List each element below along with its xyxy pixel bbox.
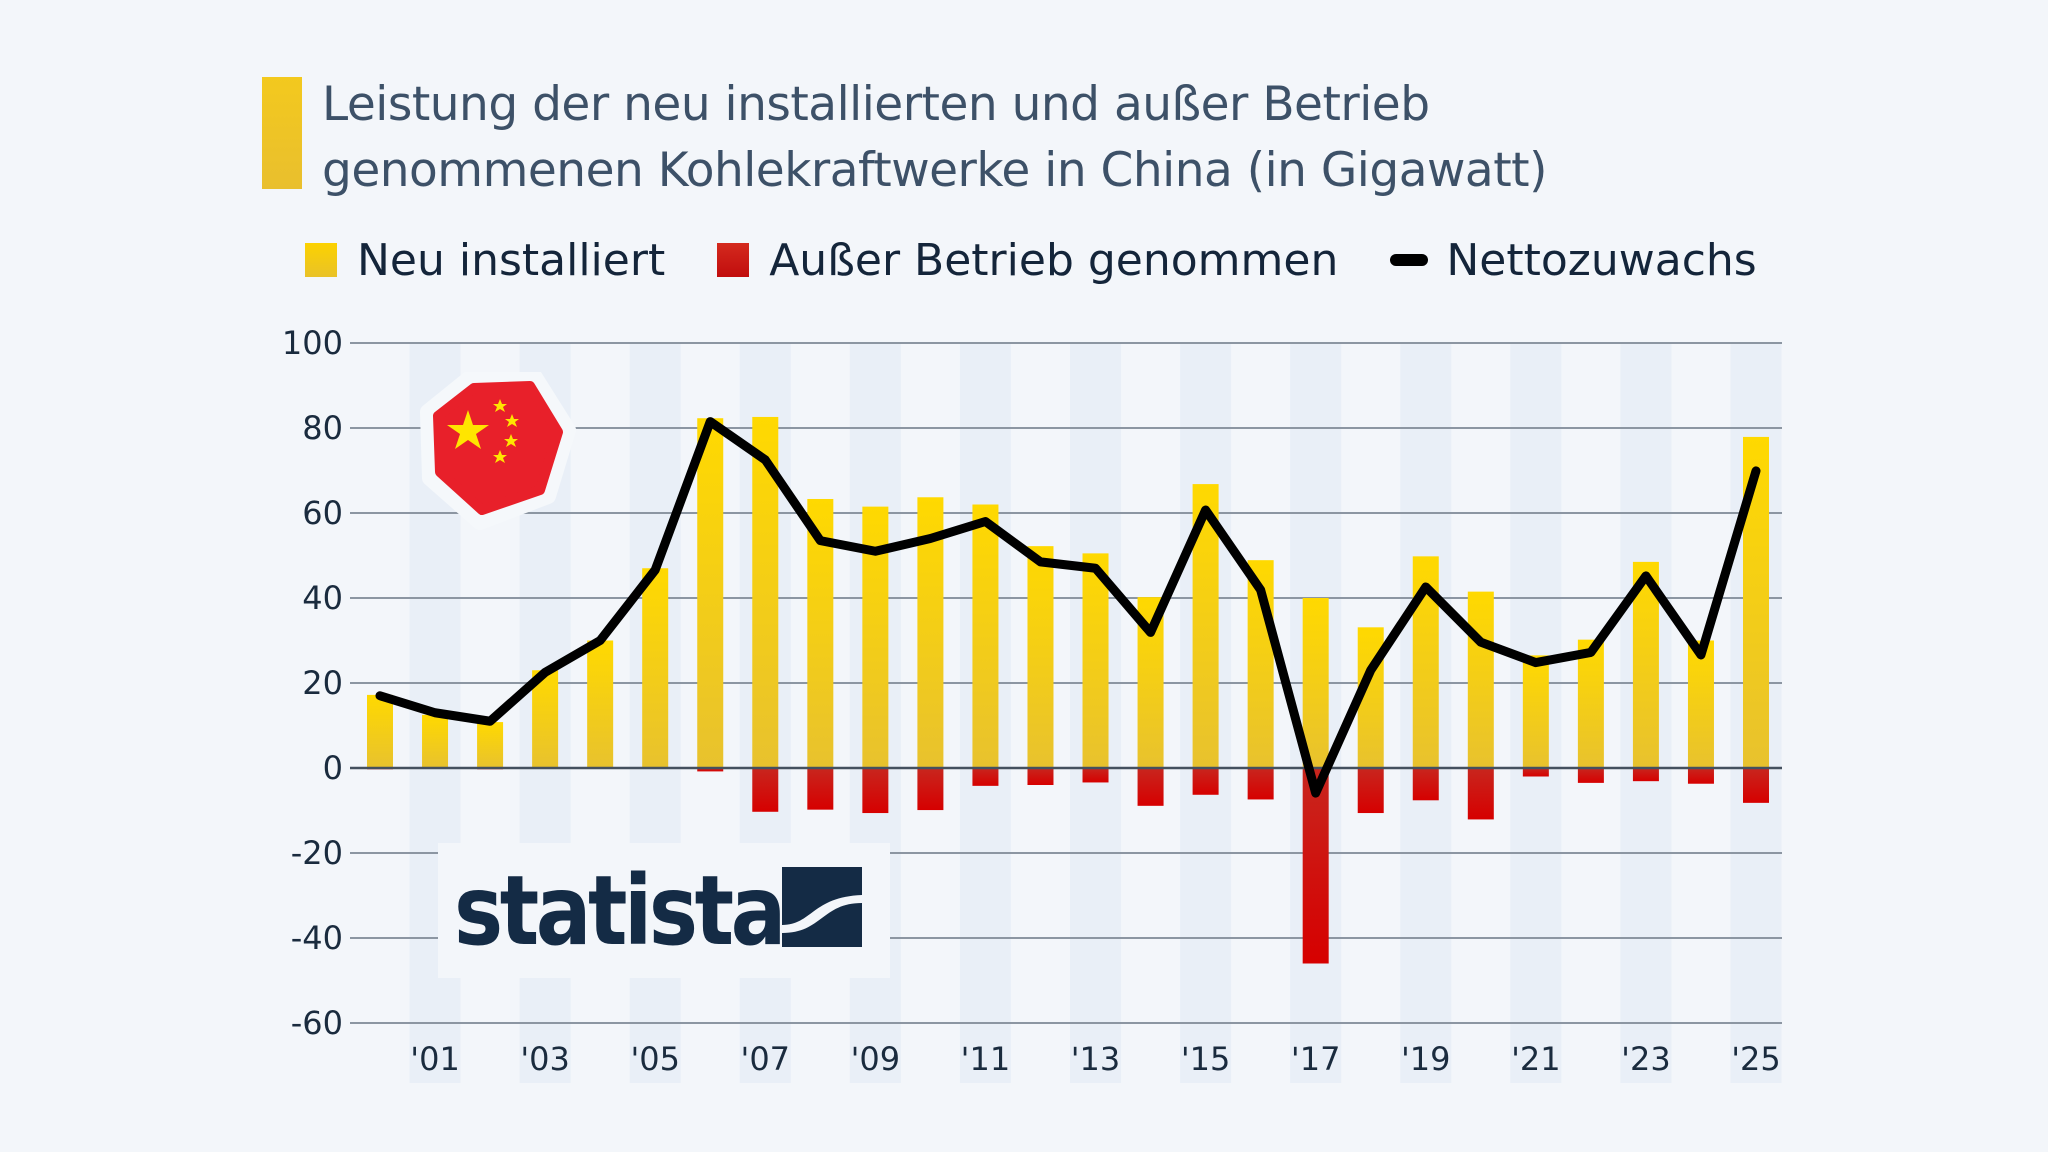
y-tick-label: 80 [302, 409, 343, 447]
statista-logo-mark-icon [782, 867, 862, 947]
bar-decommissioned [1247, 768, 1274, 800]
net-growth-polyline [375, 417, 1761, 798]
bar-decommissioned [1522, 768, 1549, 777]
y-tick-label: 0 [323, 749, 343, 787]
bar-new-installed [697, 418, 724, 768]
bar-decommissioned [752, 768, 779, 812]
bar-decommissioned [807, 768, 834, 810]
title-accent-bar [262, 77, 302, 189]
y-tick-label: 20 [302, 664, 343, 702]
legend-item-decommissioned: Außer Betrieb genommen [717, 235, 1338, 286]
bar-decommissioned [1192, 768, 1219, 795]
bar-decommissioned [972, 768, 999, 786]
chart-title-line-1: Leistung der neu installierten und außer… [322, 77, 1430, 132]
bar-decommissioned [1743, 768, 1769, 803]
bar-new-installed [587, 640, 614, 768]
y-tick-label: -60 [291, 1004, 343, 1042]
legend-label: Neu installiert [357, 234, 666, 286]
x-tick-label: '25 [1731, 1040, 1781, 1078]
x-axis-ticks: '01 '03 '05 '07 '09 '11 '13 '15 '17 '19 '21 '23 '25 [410, 1040, 1780, 1078]
y-tick-label: 40 [302, 579, 343, 617]
bar-new-installed [1522, 655, 1549, 768]
x-tick-label: '07 [741, 1040, 791, 1078]
x-tick-label: '21 [1511, 1040, 1561, 1078]
statista-logo-text: statista [454, 854, 786, 967]
bar-new-installed [1632, 561, 1659, 768]
y-axis-ticks: 100 80 60 40 20 0 -20 -40 -60 [282, 324, 343, 1042]
bar-decommissioned [1687, 768, 1714, 784]
legend-swatch-yellow [305, 243, 337, 277]
bar-new-installed [422, 714, 449, 768]
bar-new-installed [477, 722, 504, 768]
bar-new-installed [532, 670, 559, 768]
bar-decommissioned [1137, 768, 1164, 806]
x-tick-label: '05 [630, 1040, 680, 1078]
legend-swatch-red [717, 243, 750, 277]
bar-decommissioned [1027, 768, 1054, 785]
bar-new-installed [367, 694, 393, 768]
legend: Neu installiert Außer Betrieb genommen N… [305, 232, 1809, 288]
legend-label: Außer Betrieb genommen [769, 234, 1339, 286]
y-tick-label: -20 [291, 834, 343, 872]
bar-new-installed [1027, 546, 1054, 768]
bar-decommissioned [697, 768, 724, 772]
x-tick-label: '19 [1401, 1040, 1451, 1078]
bars-decommissioned [367, 768, 1769, 964]
bar-decommissioned [1082, 768, 1109, 783]
bar-decommissioned [1632, 768, 1659, 782]
bar-decommissioned [1467, 768, 1494, 820]
bar-new-installed [972, 504, 999, 768]
y-tick-label: -40 [291, 919, 343, 957]
bar-new-installed [1687, 640, 1714, 768]
x-tick-label: '13 [1071, 1040, 1121, 1078]
bar-decommissioned [1302, 768, 1329, 964]
bar-new-installed [1302, 598, 1329, 768]
bar-decommissioned [1577, 768, 1604, 783]
x-tick-label: '15 [1181, 1040, 1231, 1078]
y-tick-label: 60 [302, 494, 343, 532]
legend-label: Nettozuwachs [1446, 234, 1757, 286]
bar-new-installed [1577, 639, 1604, 768]
bar-new-installed [1082, 553, 1109, 768]
x-tick-label: '09 [851, 1040, 901, 1078]
x-tick-label: '17 [1291, 1040, 1341, 1078]
bar-decommissioned [1412, 768, 1439, 801]
x-tick-label: '01 [410, 1040, 460, 1078]
legend-item-net-growth: Nettozuwachs [1390, 234, 1757, 286]
net-growth-line [375, 417, 1761, 798]
bar-new-installed [642, 568, 669, 768]
bar-decommissioned [917, 768, 944, 811]
bar-decommissioned [1357, 768, 1384, 814]
bar-new-installed [1467, 591, 1494, 768]
legend-swatch-line [1390, 254, 1429, 266]
bars-new-installed [367, 416, 1769, 768]
legend-item-new-installed: Neu installiert [305, 235, 665, 286]
statista-logo: statista [438, 843, 890, 978]
x-tick-label: '11 [961, 1040, 1011, 1078]
bar-decommissioned [862, 768, 889, 814]
y-tick-label: 100 [282, 324, 343, 362]
x-tick-label: '03 [520, 1040, 570, 1078]
chart-title-line-2: genommenen Kohlekraftwerke in China (in … [322, 143, 1547, 198]
china-flag-icon [418, 368, 578, 532]
x-tick-label: '23 [1621, 1040, 1671, 1078]
chart-title: Leistung der neu installierten und außer… [322, 72, 1822, 204]
